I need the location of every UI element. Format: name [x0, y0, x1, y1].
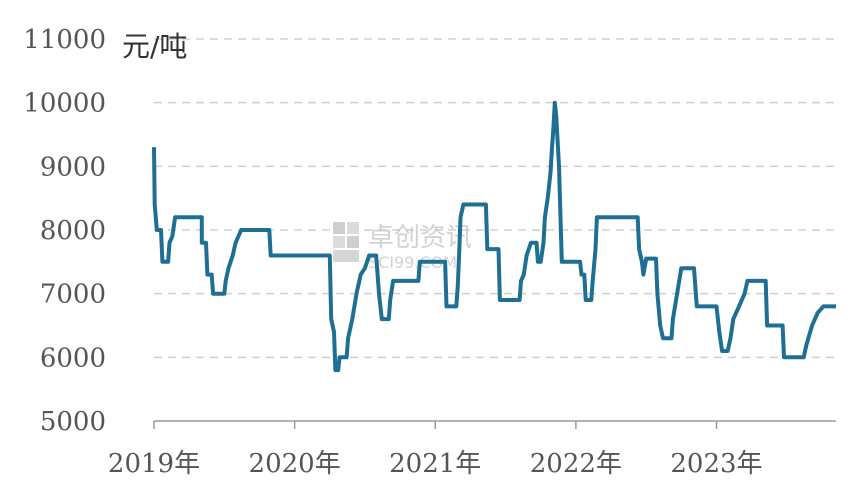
y-tick-label: 5000: [40, 407, 106, 437]
y-tick-label: 9000: [40, 152, 106, 182]
y-tick-label: 8000: [40, 216, 106, 246]
x-tick-label: 2022年: [530, 449, 622, 479]
watermark-subtext: SCI99.COM: [368, 253, 457, 272]
y-tick-label: 11000: [23, 25, 106, 55]
y-tick-label: 7000: [40, 280, 106, 310]
watermark-logo-icon: [333, 222, 359, 262]
x-tick-label: 2019年: [108, 449, 200, 479]
x-tick-label: 2023年: [670, 449, 762, 479]
x-tick-label: 2020年: [249, 449, 341, 479]
price-series-line: [152, 100, 836, 373]
gridlines: [154, 38, 836, 359]
y-tick-label: 10000: [23, 89, 106, 119]
x-tick-label: 2021年: [389, 449, 481, 479]
y-axis-ticks: 5000 6000 7000 8000 9000 10000 11000: [23, 25, 106, 437]
x-axis-ticks: 2019年 2020年 2021年 2022年 2023年: [108, 421, 763, 479]
watermark: 卓创资讯 SCI99.COM: [333, 222, 472, 272]
y-tick-label: 6000: [40, 343, 106, 373]
unit-label: 元/吨: [122, 30, 187, 63]
watermark-text: 卓创资讯: [368, 223, 472, 253]
